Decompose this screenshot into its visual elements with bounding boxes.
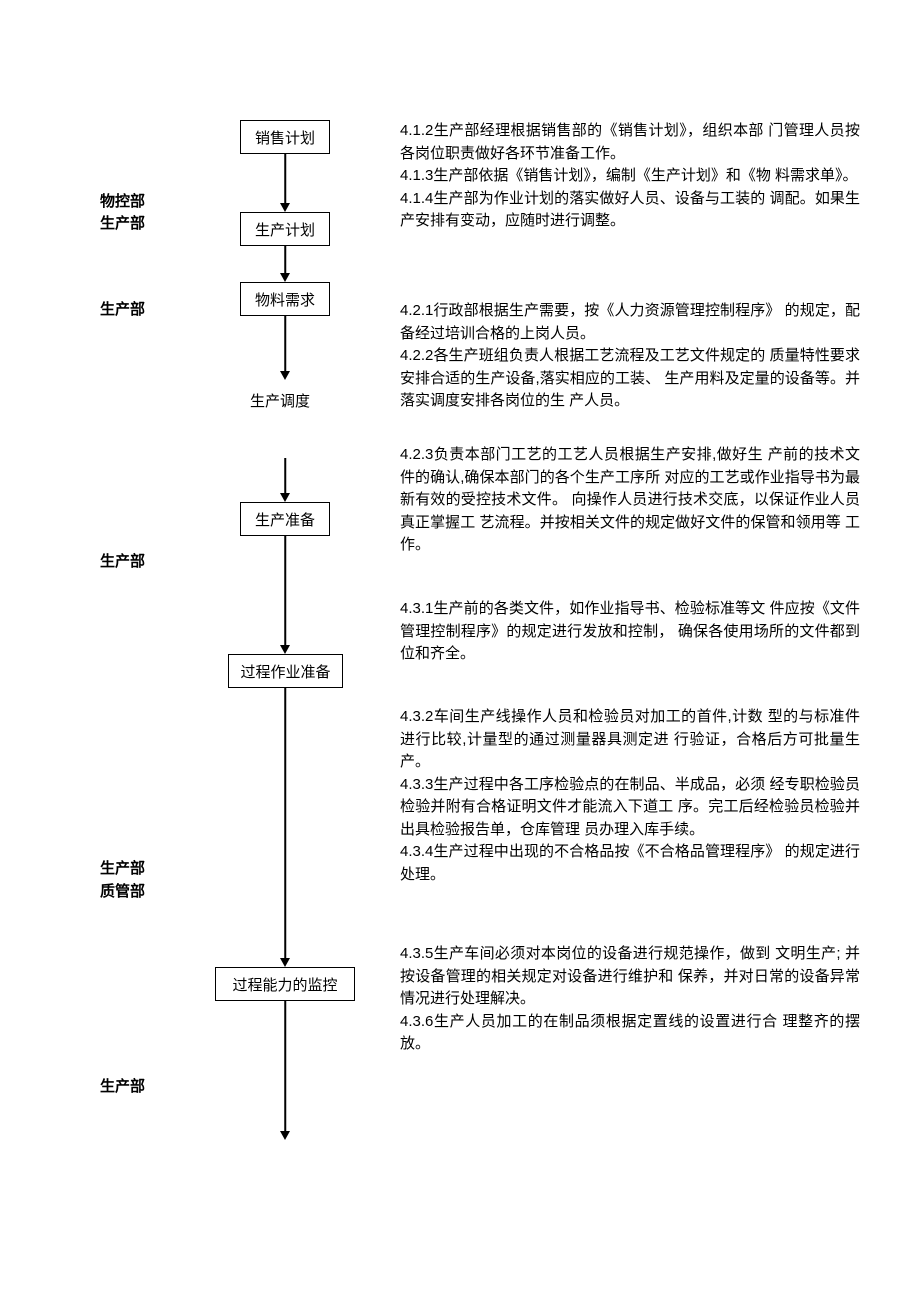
- desc-text: 4.2.1行政部根据生产需要，按《人力资源管理控制程序》 的规定，配备经过培训合…: [400, 300, 860, 345]
- desc-text: 4.3.1生产前的各类文件，如作业指导书、检验标准等文 件应按《文件管理控制程序…: [400, 598, 860, 666]
- arrow-head-icon: [280, 958, 290, 967]
- arrow-line: [284, 1001, 286, 1131]
- arrow-line: [284, 246, 286, 273]
- flow-box-process-prep: 过程作业准备: [228, 654, 343, 688]
- arrow-head-icon: [280, 1131, 290, 1140]
- dept-label-4b: 质管部: [100, 880, 145, 901]
- arrow-head-icon: [280, 371, 290, 380]
- flow-box-capability-monitor: 过程能力的监控: [215, 967, 355, 1001]
- desc-paragraph: 4.2.3负责本部门工艺的工艺人员根据生产安排,做好生 产前的技术文件的确认,确…: [400, 444, 860, 557]
- flow-box-material-demand: 物料需求: [240, 282, 330, 316]
- flow-text-scheduling: 生产调度: [250, 390, 310, 411]
- desc-text: 4.1.2生产部经理根据销售部的《销售计划》，组织本部 门管理人员按各岗位职责做…: [400, 120, 860, 165]
- arrow-line: [284, 536, 286, 645]
- arrow-head-icon: [280, 493, 290, 502]
- desc-paragraph: 4.3.5生产车间必须对本岗位的设备进行规范操作，做到 文明生产; 并按设备管理…: [400, 943, 860, 1056]
- arrow-line: [284, 688, 286, 958]
- arrow-head-icon: [280, 273, 290, 282]
- dept-label-2: 生产部: [100, 298, 145, 319]
- arrow-line: [284, 316, 286, 371]
- desc-text: 4.3.4生产过程中出现的不合格品按《不合格品管理程序》 的规定进行处理。: [400, 841, 860, 886]
- desc-text: 4.1.3生产部依据《销售计划》，编制《生产计划》和《物 料需求单》。: [400, 165, 860, 188]
- desc-text: 4.3.6生产人员加工的在制品须根据定置线的设置进行合 理整齐的摆放。: [400, 1011, 860, 1056]
- dept-label-3: 生产部: [100, 550, 145, 571]
- desc-paragraph: 4.2.1行政部根据生产需要，按《人力资源管理控制程序》 的规定，配备经过培训合…: [400, 300, 860, 413]
- desc-text: 4.2.2各生产班组负责人根据工艺流程及工艺文件规定的 质量特性要求安排合适的生…: [400, 345, 860, 413]
- desc-paragraph: 4.1.2生产部经理根据销售部的《销售计划》，组织本部 门管理人员按各岗位职责做…: [400, 120, 860, 233]
- dept-label-1b: 生产部: [100, 212, 145, 233]
- flow-box-sales-plan: 销售计划: [240, 120, 330, 154]
- dept-label-4a: 生产部: [100, 857, 145, 878]
- desc-text: 4.3.3生产过程中各工序检验点的在制品、半成品，必须 经专职检验员检验并附有合…: [400, 774, 860, 842]
- flow-box-production-prep: 生产准备: [240, 502, 330, 536]
- desc-text: 4.3.5生产车间必须对本岗位的设备进行规范操作，做到 文明生产; 并按设备管理…: [400, 943, 860, 1011]
- desc-text: 4.3.2车间生产线操作人员和检验员对加工的首件,计数 型的与标准件进行比较,计…: [400, 706, 860, 774]
- flow-box-production-plan: 生产计划: [240, 212, 330, 246]
- dept-label-1a: 物控部: [100, 190, 145, 211]
- arrow-head-icon: [280, 645, 290, 654]
- arrow-line: [284, 458, 286, 493]
- arrow-head-icon: [280, 203, 290, 212]
- desc-text: 4.2.3负责本部门工艺的工艺人员根据生产安排,做好生 产前的技术文件的确认,确…: [400, 444, 860, 557]
- desc-paragraph: 4.3.2车间生产线操作人员和检验员对加工的首件,计数 型的与标准件进行比较,计…: [400, 706, 860, 886]
- desc-text: 4.1.4生产部为作业计划的落实做好人员、设备与工装的 调配。如果生产安排有变动…: [400, 188, 860, 233]
- arrow-line: [284, 154, 286, 203]
- desc-paragraph: 4.3.1生产前的各类文件，如作业指导书、检验标准等文 件应按《文件管理控制程序…: [400, 598, 860, 666]
- dept-label-5: 生产部: [100, 1075, 145, 1096]
